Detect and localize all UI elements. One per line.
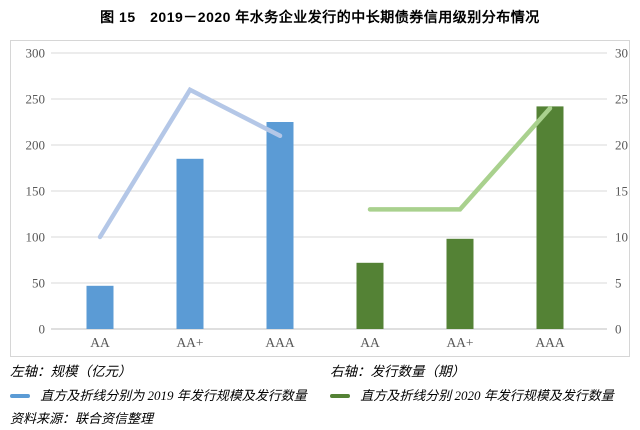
category-label: AAA [535, 335, 564, 350]
source-note: 资料来源：联合资信整理 [10, 411, 154, 426]
bar-2019年发行规模-AA [86, 285, 114, 329]
legend: 直方及折线分别为 2019 年发行规模及发行数量 直方及折线分别 2020 年发… [10, 385, 635, 405]
category-label: AA+ [176, 335, 203, 350]
right-axis-tick: 5 [615, 276, 622, 291]
bar-2020年发行规模-AAA [536, 106, 564, 330]
legend-label-2020: 直方及折线分别 2020 年发行规模及发行数量 [360, 388, 614, 403]
category-label: AA [360, 335, 380, 350]
left-axis-tick: 0 [39, 322, 46, 337]
bar-2020年发行规模-AA [356, 262, 384, 329]
axis-caption-row: 左轴：规模（亿元） 右轴：发行数量（期） [10, 360, 630, 380]
right-axis-tick: 10 [615, 230, 628, 245]
category-label: AA+ [446, 335, 473, 350]
right-axis-tick: 15 [615, 184, 628, 199]
chart-title: 图 15 2019－2020 年水务企业发行的中长期债券信用级别分布情况 [100, 9, 540, 25]
legend-item-2019: 直方及折线分别为 2019 年发行规模及发行数量 [10, 385, 307, 404]
left-axis-tick: 50 [32, 276, 45, 291]
left-axis-caption: 左轴：规模（亿元） [10, 364, 132, 379]
left-axis-tick: 200 [26, 138, 46, 153]
right-axis-caption: 右轴：发行数量（期） [330, 364, 465, 379]
right-axis-tick: 20 [615, 138, 628, 153]
legend-swatch-2019 [10, 394, 30, 399]
right-axis-tick: 25 [615, 92, 628, 107]
chart-plot-area: 300 250 200 150 100 50 0 30 25 20 15 10 5 0 AA AA+ AAA AA… [10, 40, 630, 357]
left-axis-tick: 250 [26, 92, 46, 107]
right-axis-tick: 0 [615, 322, 622, 337]
line-2019年发行数量 [97, 86, 283, 240]
left-axis-tick: 300 [26, 46, 46, 61]
right-axis-tick: 30 [615, 46, 628, 61]
legend-swatch-2020 [330, 394, 350, 399]
line-2020年发行数量 [367, 105, 553, 212]
bar-2019年发行规模-AAA [266, 122, 294, 329]
category-label: AAA [265, 335, 294, 350]
left-axis-tick: 150 [26, 184, 46, 199]
legend-label-2019: 直方及折线分别为 2019 年发行规模及发行数量 [40, 388, 307, 403]
bar-2020年发行规模-AA+ [446, 238, 474, 329]
legend-item-2020: 直方及折线分别 2020 年发行规模及发行数量 [330, 385, 614, 404]
category-label: AA [90, 335, 110, 350]
left-axis-tick: 100 [26, 230, 46, 245]
bar-2019年发行规模-AA+ [176, 158, 204, 329]
